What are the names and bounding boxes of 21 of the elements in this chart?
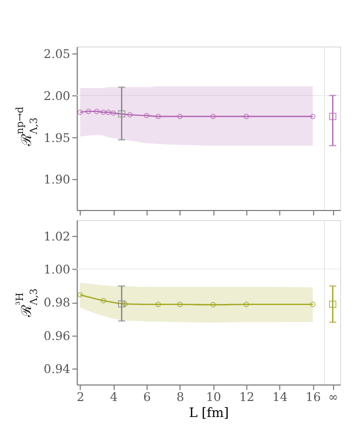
y-tick-label: 1.02 [44,230,70,244]
y-tick-label: 2.00 [44,89,70,104]
y-tick-label: 1.00 [44,262,70,277]
y-tick-label: 0.94 [44,362,70,376]
x-tick-label: 12 [239,390,254,404]
y-tick-label: 2.05 [44,47,70,62]
x-tick-label: 16 [306,390,321,404]
x-tick-label: 6 [143,390,151,404]
y-tick-label: 0.98 [44,296,70,310]
x-tick-label: ∞ [328,390,338,404]
y-tick-label: 1.90 [44,172,70,187]
y-tick-label: 1.95 [44,130,70,145]
x-axis-title: L [fm] [188,406,229,421]
x-tick-label: 2 [76,390,84,404]
y-axis-title: ℛ³HΛ,3 [14,288,40,318]
x-tick-label: 8 [176,390,184,404]
y-tick-label: 0.96 [44,328,70,343]
y-axis-title: ℛnp→dΛ,3 [14,106,40,148]
x-tick-label: 4 [110,390,118,404]
x-tick-label: 14 [272,390,288,404]
x-tick-label: 10 [206,390,222,404]
